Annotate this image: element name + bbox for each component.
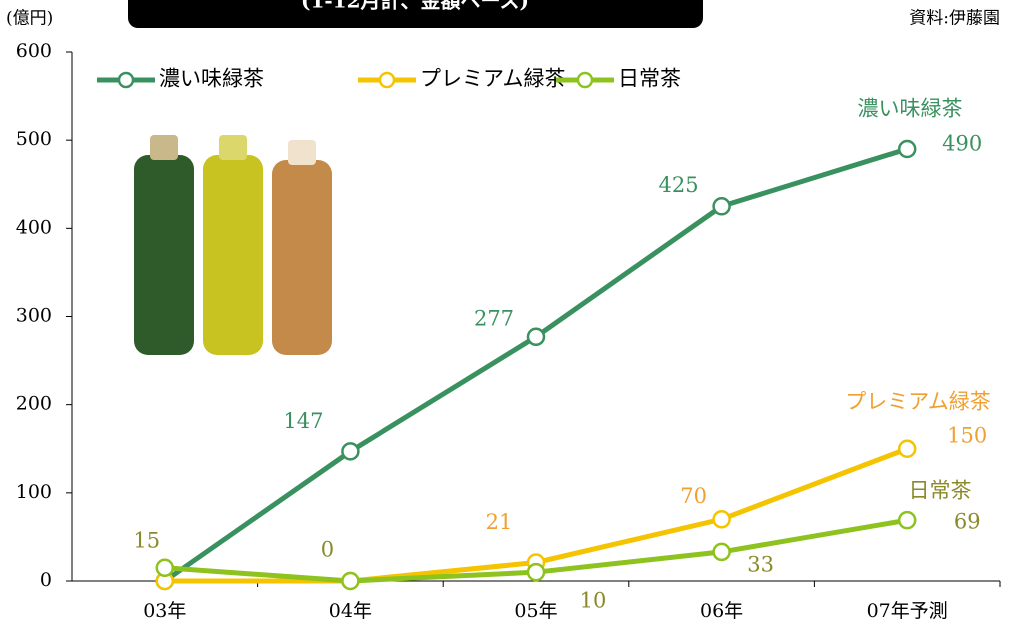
value-label: 425 (659, 173, 699, 197)
chart-subtitle: (1-12月計、金額ベース) (301, 0, 529, 13)
value-label: 277 (474, 306, 514, 330)
value-label: 33 (747, 552, 774, 576)
y-tick-label: 500 (16, 128, 52, 150)
y-tick-label: 100 (16, 481, 52, 503)
legend-marker (578, 73, 592, 87)
legend-label: プレミアム緑茶 (420, 67, 566, 91)
value-label: 150 (947, 423, 987, 447)
value-label: 70 (680, 484, 707, 508)
chart: (1-12月計、金額ベース) (億円) 資料:伊藤園 0100200300400… (0, 0, 1014, 627)
product-image (134, 135, 332, 355)
source: 資料:伊藤園 (909, 9, 1000, 29)
x-tick-label: 06年 (700, 600, 743, 622)
point (528, 329, 544, 345)
point (899, 441, 915, 457)
y-tick-label: 400 (16, 216, 52, 238)
x-tick-label: 05年 (514, 600, 557, 622)
point (714, 511, 730, 527)
value-label: 15 (133, 528, 160, 552)
y-tick-label: 600 (16, 40, 52, 62)
point (528, 564, 544, 580)
y-unit: (億円) (6, 9, 53, 29)
value-label: 490 (942, 131, 982, 155)
point (714, 198, 730, 214)
legend-label: 濃い味緑茶 (159, 67, 264, 91)
value-label: 69 (954, 510, 981, 534)
value-label: 0 (321, 538, 334, 562)
series-name-label: 日常茶 (909, 479, 972, 503)
point (157, 560, 173, 576)
y-tick-label: 300 (16, 305, 52, 327)
x-tick-label: 04年 (329, 600, 372, 622)
legend-marker (380, 73, 394, 87)
point (342, 443, 358, 459)
point (899, 141, 915, 157)
value-label: 21 (486, 510, 513, 534)
y-tick-label: 0 (40, 569, 52, 591)
value-label: 147 (283, 409, 323, 433)
legend-label: 日常茶 (618, 67, 681, 91)
y-tick-label: 200 (16, 393, 52, 415)
x-tick-label: 07年予測 (867, 600, 948, 622)
point (714, 544, 730, 560)
point (899, 512, 915, 528)
legend-marker (119, 73, 133, 87)
point (342, 573, 358, 589)
series-name-label: 濃い味緑茶 (858, 97, 963, 121)
value-label: 10 (580, 589, 607, 613)
x-tick-label: 03年 (143, 600, 186, 622)
series-name-label: プレミアム緑茶 (845, 390, 991, 414)
